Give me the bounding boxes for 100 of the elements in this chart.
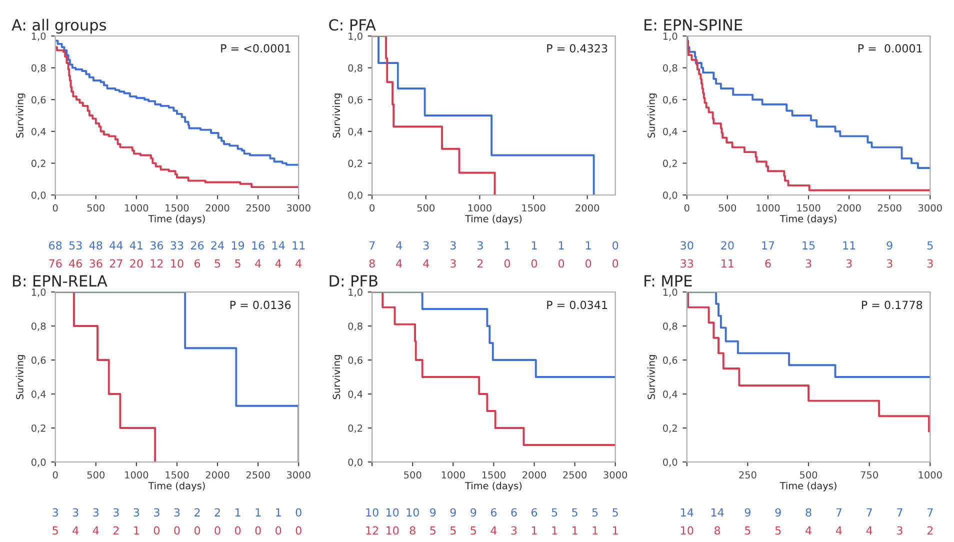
x-tick-label: 0 (52, 204, 58, 212)
chart-title: F: MPE (644, 275, 692, 286)
x-tick-label: 1000 (125, 204, 148, 212)
y-axis-title: Surviving (16, 355, 26, 400)
x-tick-label: 1500 (166, 471, 189, 479)
y-tick-label: 0,4 (31, 390, 46, 399)
x-tick-label: 2000 (837, 204, 861, 212)
y-tick-label: 1,0 (348, 32, 362, 41)
x-tick-label: 0 (370, 204, 375, 212)
annotation: P = 0.0136 (230, 300, 291, 310)
chart-title: A: all groups (12, 18, 106, 34)
text: 68 53 48 44 41 36 33 26 24 19 16 14 11 (49, 241, 305, 250)
y-tick-label: 1,0 (32, 32, 46, 41)
y-tick-label: 0,8 (31, 64, 46, 73)
y-tick-label: 0,4 (663, 390, 678, 399)
chart-title: B: EPN-RELA (13, 275, 108, 286)
text: 14 14 9 9 8 7 7 7 7 (681, 508, 933, 517)
text: 5 4 4 2 1 0 0 0 0 0 0 0 0 (52, 526, 302, 535)
y-tick-label: 0,6 (348, 356, 362, 365)
x-axis-title: Time (days) (464, 482, 522, 492)
text: 10 8 5 5 4 4 4 3 2 (681, 526, 933, 535)
x-tick-label: 0 (684, 204, 690, 212)
y-tick-label: 0,8 (348, 64, 362, 73)
x-tick-label: 2000 (206, 471, 230, 479)
annotation: P = 0.1778 (862, 300, 922, 310)
chart-title: E: EPN-SPINE (644, 19, 742, 31)
annotation: P = 0.4323 (547, 44, 608, 53)
x-tick-label: 2500 (878, 204, 902, 212)
y-axis-title: Surviving (647, 355, 657, 400)
x-tick-label: 2000 (206, 204, 230, 212)
y-tick-label: 0,4 (348, 128, 362, 136)
x-tick-label: 750 (860, 471, 878, 479)
x-tick-label: 500 (800, 471, 818, 479)
x-tick-label: 3000 (286, 471, 310, 479)
y-tick-label: 0,2 (663, 424, 677, 433)
y-tick-label: 0,2 (348, 160, 362, 168)
y-tick-label: 0,2 (348, 424, 362, 433)
y-tick-label: 0,6 (663, 356, 678, 365)
x-tick-label: 1000 (918, 471, 942, 479)
x-tick-label: 500 (417, 204, 435, 212)
x-tick-label: 3000 (918, 204, 942, 212)
text: 10 10 10 9 9 9 6 6 6 5 5 5 5 (366, 508, 618, 517)
y-tick-label: 0,0 (663, 458, 678, 467)
x-tick-label: 500 (87, 471, 105, 479)
x-axis-title: Time (days) (780, 482, 836, 492)
y-tick-label: 0,8 (348, 322, 362, 331)
y-axis-title: Surviving (332, 355, 342, 400)
x-tick-label: 1500 (166, 204, 189, 212)
x-tick-label: 2000 (522, 471, 546, 479)
x-tick-label: 500 (87, 204, 105, 212)
x-axis-title: Time (days) (780, 214, 836, 224)
y-tick-label: 0,0 (348, 191, 362, 200)
x-tick-label: 2500 (563, 471, 587, 479)
y-tick-label: 0,4 (663, 128, 678, 136)
text: 12 10 8 5 5 5 4 3 1 1 1 1 1 (366, 526, 618, 535)
y-tick-label: 0,4 (31, 128, 46, 136)
x-tick-label: 250 (739, 471, 756, 479)
x-axis-title: Time (days) (464, 214, 522, 224)
y-tick-label: 1,0 (348, 288, 362, 297)
x-axis-title: Time (days) (148, 214, 205, 224)
text: 76 46 36 27 20 12 10 6 5 5 4 4 4 (49, 259, 302, 268)
y-tick-label: 0,0 (348, 458, 362, 467)
y-tick-label: 0,6 (31, 356, 46, 365)
y-tick-label: 0,2 (31, 424, 46, 433)
y-tick-label: 1,0 (663, 288, 678, 297)
x-tick-label: 1500 (522, 204, 546, 212)
text: 8 4 4 3 2 0 0 0 0 0 (369, 259, 618, 268)
y-axis-title: Surviving (16, 94, 26, 138)
y-tick-label: 0,0 (31, 191, 46, 200)
x-tick-label: 0 (52, 471, 58, 479)
y-tick-label: 0,6 (663, 96, 678, 104)
x-tick-label: 500 (718, 204, 736, 212)
y-axis-title: Surviving (332, 94, 342, 138)
annotation: P = <0.0001 (221, 44, 290, 53)
y-tick-label: 0,6 (348, 96, 362, 104)
x-tick-label: 500 (404, 471, 422, 479)
y-tick-label: 0,8 (663, 322, 678, 331)
x-tick-label: 1500 (797, 204, 820, 212)
x-tick-label: 1500 (482, 471, 506, 479)
x-tick-label: 3000 (604, 471, 628, 479)
text: 30 20 17 15 11 9 5 (680, 241, 933, 250)
y-tick-label: 0,4 (348, 390, 362, 399)
x-tick-label: 2500 (246, 204, 270, 212)
chart-title: D: PFB (330, 275, 378, 286)
y-tick-label: 0,8 (31, 322, 46, 331)
x-tick-label: 3000 (286, 204, 310, 212)
x-tick-label: 1000 (756, 204, 780, 212)
text: 3 3 3 3 3 3 3 2 2 1 1 1 0 (52, 508, 302, 517)
annotation: P = 0.0341 (547, 300, 608, 310)
x-tick-label: 2000 (576, 204, 600, 212)
y-tick-label: 0,2 (663, 160, 677, 168)
x-tick-label: 1000 (442, 471, 465, 479)
y-tick-label: 0,0 (663, 191, 678, 200)
y-tick-label: 0,8 (663, 64, 678, 73)
chart-title: C: PFA (329, 19, 376, 31)
text: 7 4 3 3 3 1 1 1 1 0 (369, 241, 618, 250)
y-tick-label: 0,0 (31, 458, 46, 467)
y-tick-label: 0,6 (31, 96, 46, 104)
x-tick-label: 1000 (468, 204, 492, 212)
y-axis-title: Surviving (647, 94, 657, 138)
